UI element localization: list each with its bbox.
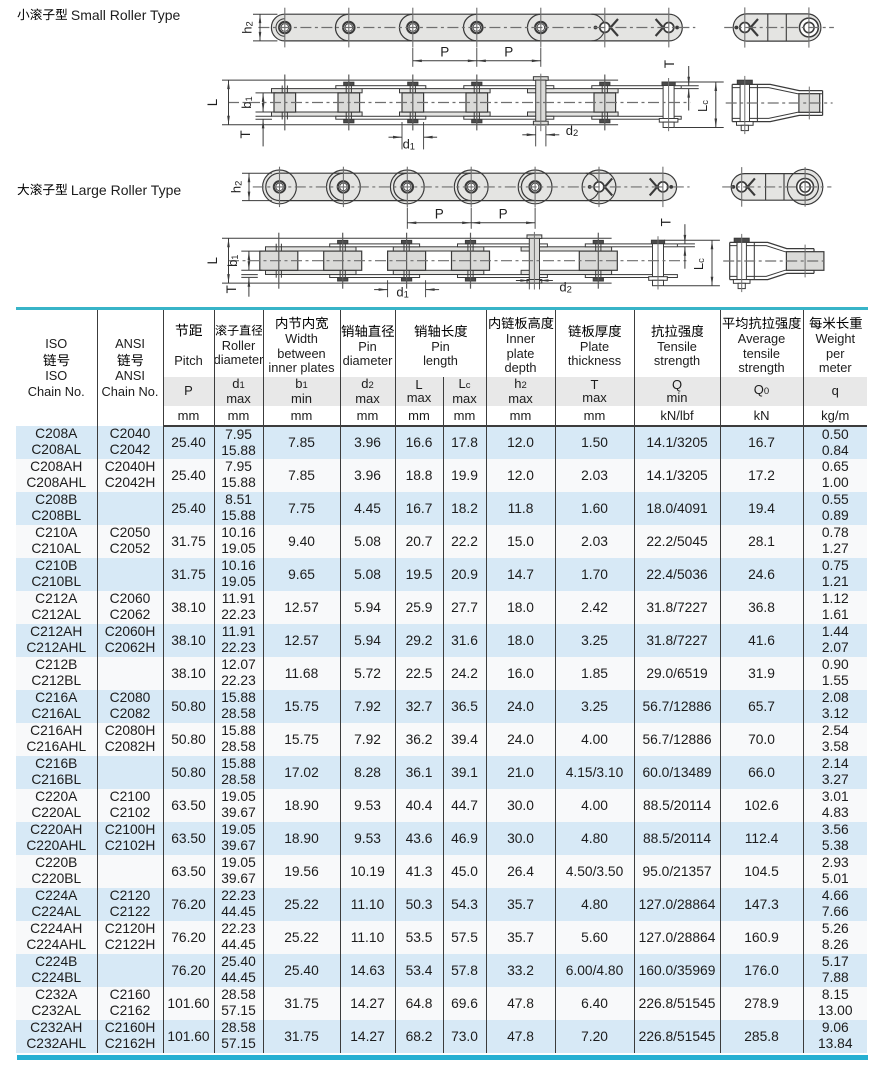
- svg-text:L: L: [205, 98, 220, 106]
- svg-text:h2: h2: [240, 21, 255, 33]
- svg-text:P: P: [435, 206, 444, 221]
- svg-text:b1: b1: [239, 96, 254, 108]
- svg-text:P: P: [440, 44, 449, 59]
- svg-text:Lc: Lc: [695, 100, 710, 112]
- svg-text:d2: d2: [559, 279, 571, 294]
- svg-text:L: L: [205, 256, 220, 264]
- svg-text:h2: h2: [229, 181, 244, 193]
- svg-text:d1: d1: [396, 285, 408, 300]
- svg-text:T: T: [224, 285, 239, 293]
- svg-text:b1: b1: [225, 254, 240, 266]
- svg-text:P: P: [504, 44, 513, 59]
- svg-text:d1: d1: [403, 136, 415, 151]
- svg-text:T: T: [238, 130, 253, 138]
- svg-text:d2: d2: [566, 123, 578, 138]
- svg-text:P: P: [499, 206, 508, 221]
- svg-text:T: T: [658, 218, 673, 226]
- svg-text:Lc: Lc: [691, 258, 706, 270]
- svg-text:T: T: [662, 60, 677, 68]
